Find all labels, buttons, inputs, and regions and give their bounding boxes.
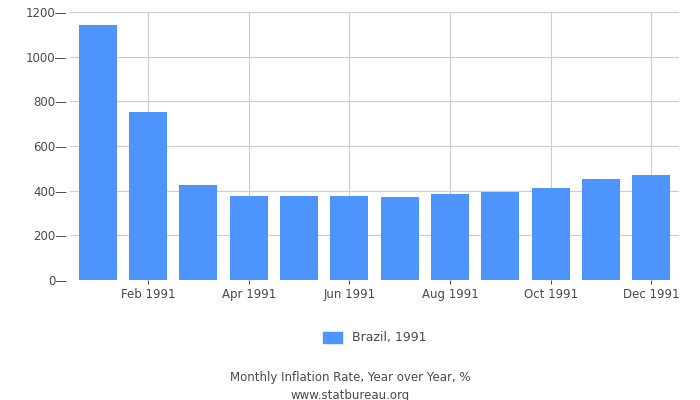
Bar [330, 196, 368, 280]
Bar [381, 197, 419, 280]
Bar [532, 188, 570, 280]
Bar [482, 192, 519, 280]
Legend: Brazil, 1991: Brazil, 1991 [318, 326, 431, 350]
Bar [79, 25, 117, 280]
Bar [129, 112, 167, 280]
Bar [431, 194, 469, 280]
Bar [582, 179, 620, 280]
Bar [280, 196, 318, 280]
Text: www.statbureau.org: www.statbureau.org [290, 390, 410, 400]
Bar [632, 175, 670, 280]
Text: Monthly Inflation Rate, Year over Year, %: Monthly Inflation Rate, Year over Year, … [230, 372, 470, 384]
Bar [230, 196, 267, 280]
Bar [179, 185, 217, 280]
